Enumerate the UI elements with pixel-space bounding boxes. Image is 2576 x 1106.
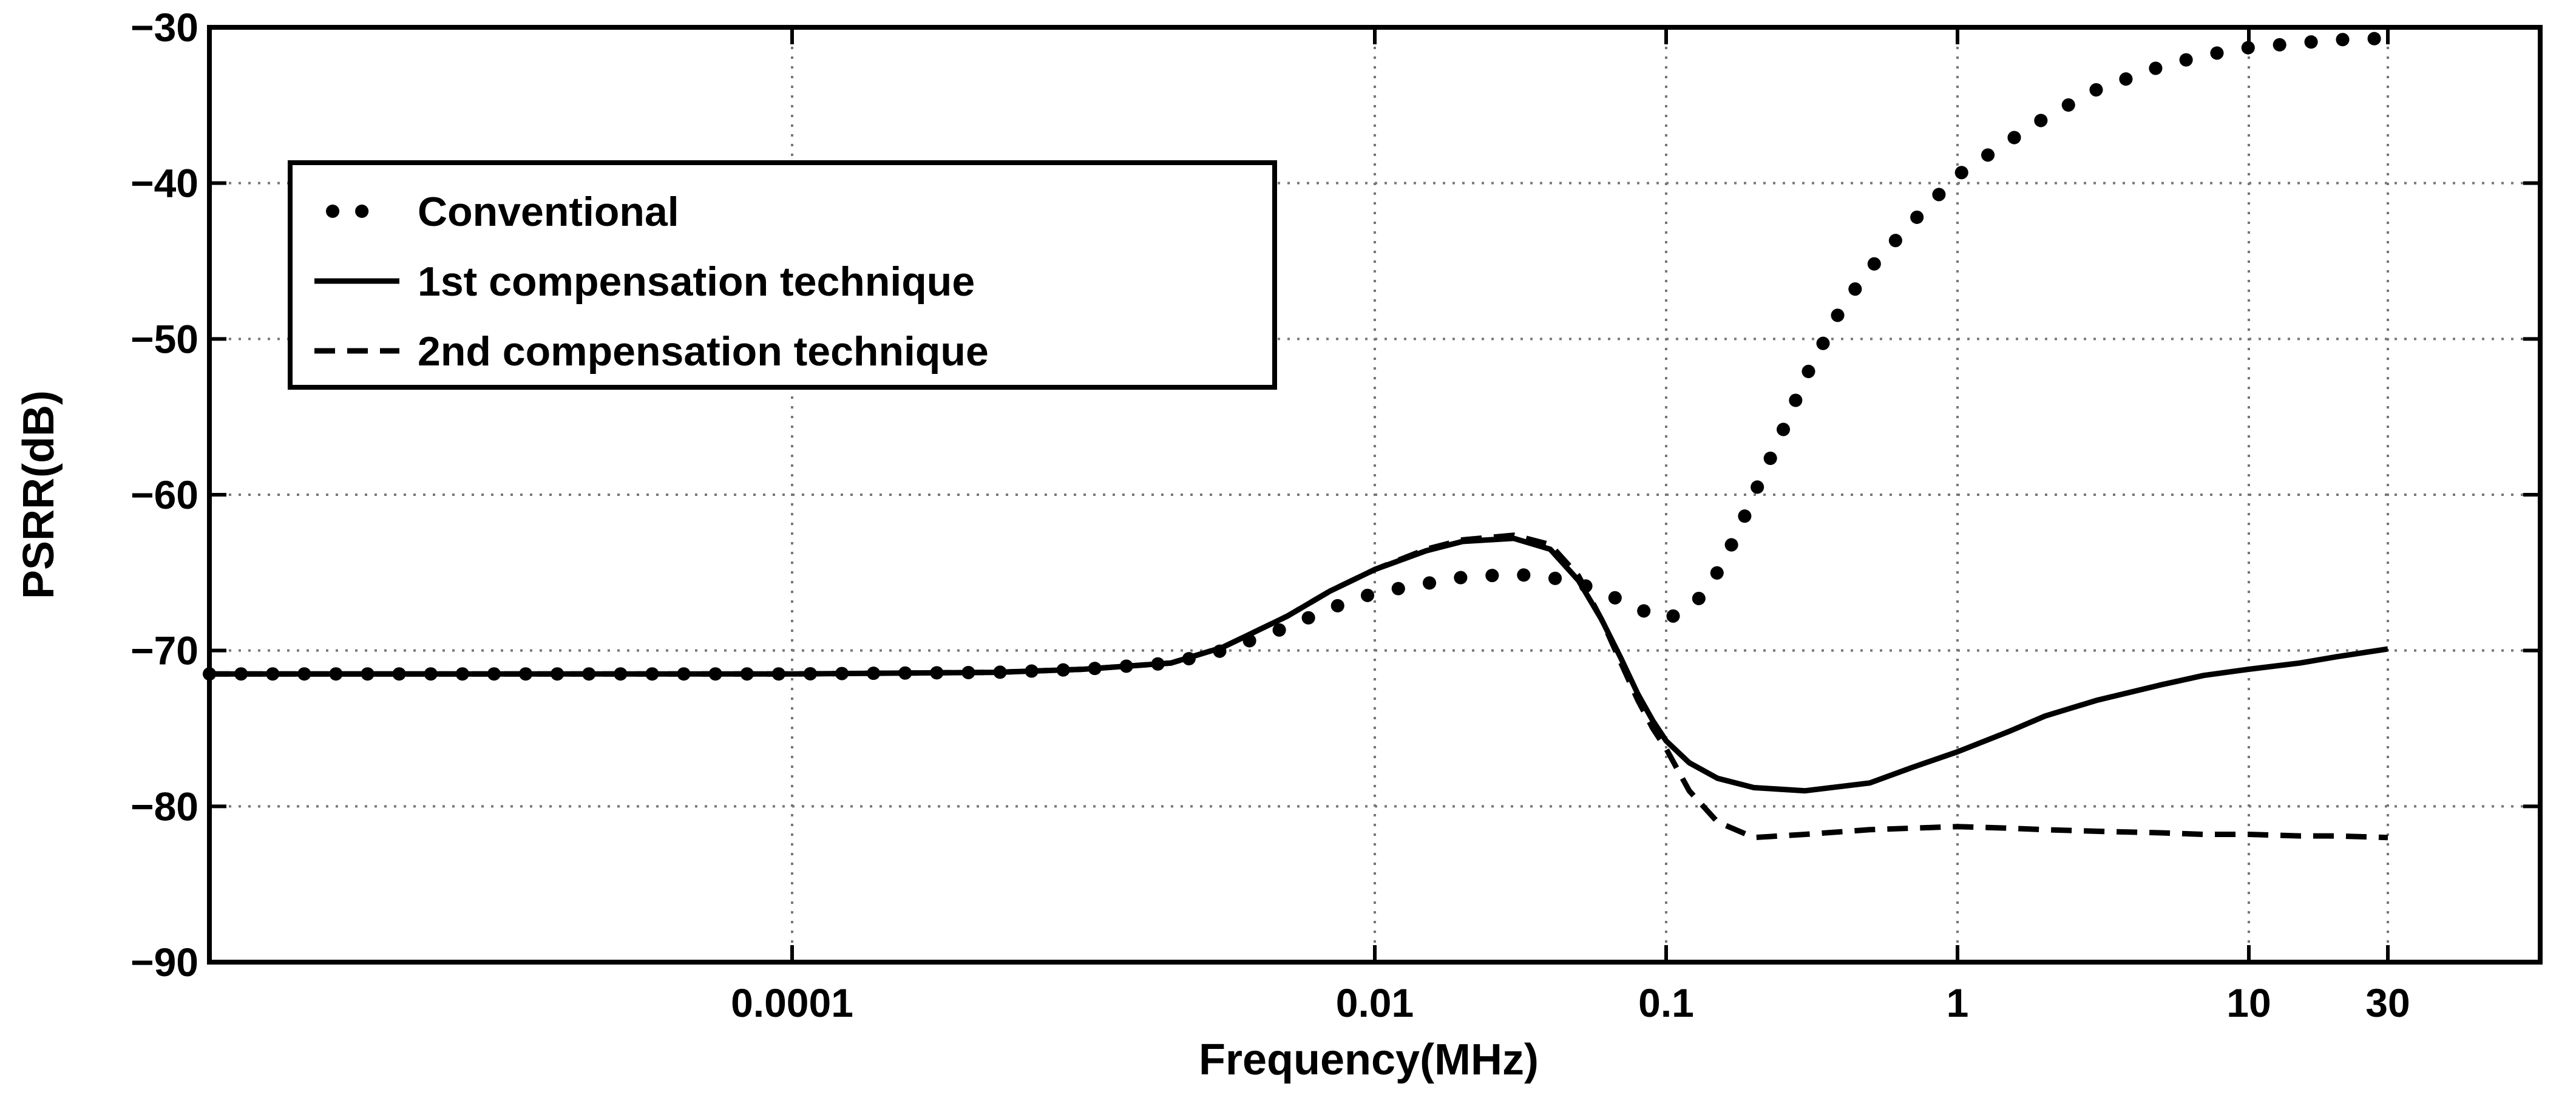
tick-layer	[209, 25, 2540, 964]
legend-label: Conventional	[418, 189, 679, 235]
legend-label: 2nd compensation technique	[418, 328, 989, 375]
y-tick-label: −90	[130, 940, 198, 985]
legend-label: 1st compensation technique	[418, 259, 975, 305]
series-line-conventional	[203, 32, 2395, 681]
y-tick-label: −60	[130, 472, 198, 517]
x-tick-label: 0.0001	[731, 980, 853, 1025]
y-axis-title: PSRR(dB)	[15, 390, 63, 599]
legend-box	[288, 160, 1277, 390]
x-tick-label: 30	[2365, 980, 2410, 1025]
tick-label-layer: −30 −40 −50 −60 −70 −80 −90 0.0001 0.01 0.1 1 10 30	[130, 5, 2410, 1025]
y-tick-label: −70	[130, 628, 198, 673]
series-layer	[203, 32, 2395, 841]
legend: Conventional 1st compensation technique 2n…	[288, 160, 1277, 390]
x-tick-label: 0.01	[1336, 980, 1414, 1025]
x-axis-title: Frequency(MHz)	[1199, 1036, 1539, 1084]
x-tick-label: 0.1	[1638, 980, 1694, 1025]
y-tick-label: −50	[130, 316, 198, 361]
grid-layer	[209, 27, 2540, 962]
y-tick-label: −80	[130, 784, 198, 829]
y-tick-label: −40	[130, 161, 198, 206]
x-tick-label: 10	[2226, 980, 2271, 1025]
y-tick-label: −30	[130, 5, 198, 50]
x-tick-label: 1	[1947, 980, 1969, 1025]
